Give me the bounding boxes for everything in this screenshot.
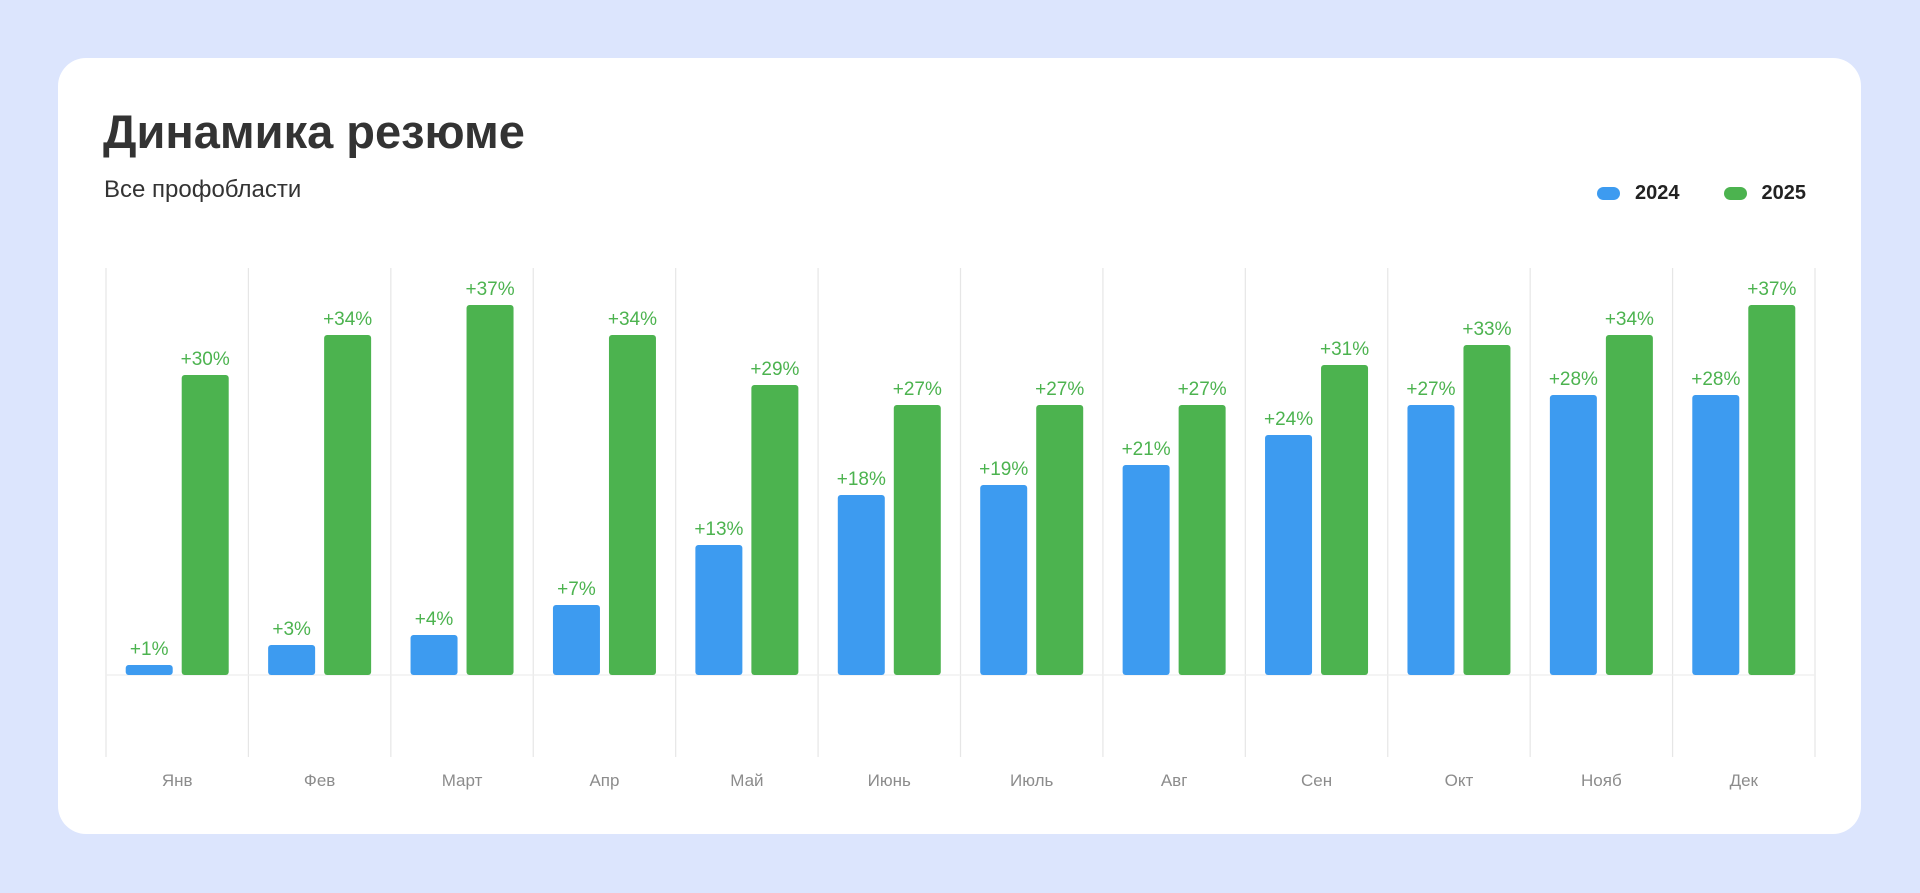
x-tick-label: Сен [1301,771,1332,790]
data-label-2024-7: +19% [979,459,1028,480]
x-tick-label: Авг [1161,771,1188,790]
x-tick-label: Янв [162,771,193,790]
data-label-2025-6: +27% [893,379,942,400]
data-label-2025-4: +34% [608,309,657,330]
chart-legend: 2024 2025 [1597,182,1806,205]
bar-2024-4 [552,605,600,675]
bar-2024-2 [268,645,316,675]
data-label-2024-3: +4% [415,609,454,630]
bar-2024-5 [695,545,743,675]
data-label-2024-11: +28% [1549,369,1598,390]
bar-2025-5 [751,385,799,675]
bar-2025-8 [1178,405,1226,675]
bar-2024-9 [1265,435,1313,675]
legend-label-2024: 2024 [1635,182,1680,204]
bar-2025-2 [324,335,372,675]
bar-2024-1 [125,665,173,675]
data-label-2024-6: +18% [837,469,886,490]
bar-2024-7 [980,485,1028,675]
data-label-2025-11: +34% [1605,309,1654,330]
data-label-2025-8: +27% [1178,379,1227,400]
data-label-2025-2: +34% [323,309,372,330]
data-label-2024-8: +21% [1122,439,1171,460]
chart-title: Динамика резюме [103,105,525,158]
x-tick-label: Март [442,771,483,790]
data-label-2025-7: +27% [1035,379,1084,400]
x-tick-label: Июль [1010,771,1054,790]
data-label-2024-9: +24% [1264,409,1313,430]
chart-subtitle: Все профобласти [104,176,302,203]
data-label-2024-10: +27% [1406,379,1455,400]
bar-2025-11 [1605,335,1653,675]
data-label-2025-1: +30% [181,349,230,370]
bar-2025-4 [608,335,656,675]
data-label-2024-1: +1% [130,639,169,660]
x-tick-label: Фев [304,771,335,790]
bar-2025-9 [1321,365,1369,675]
x-tick-label: Дек [1730,771,1759,790]
legend-label-2025: 2025 [1761,182,1807,204]
legend-item-2025[interactable]: 2025 [1723,182,1807,205]
bar-2024-11 [1549,395,1597,675]
x-tick-label: Нояб [1581,771,1622,790]
bar-2024-8 [1122,465,1170,675]
data-label-2024-12: +28% [1691,369,1740,390]
bar-2025-12 [1748,305,1796,675]
bar-2025-6 [893,405,941,675]
bar-2024-6 [837,495,885,675]
x-tick-label: Май [730,771,763,790]
x-tick-label: Апр [589,771,619,790]
data-label-2025-12: +37% [1747,279,1796,300]
x-tick-label: Окт [1445,771,1474,790]
bar-2025-3 [466,305,514,675]
legend-swatch-2025 [1723,187,1747,200]
data-label-2025-5: +29% [750,359,799,380]
data-label-2025-9: +31% [1320,339,1369,360]
bar-2024-10 [1407,405,1455,675]
bar-2024-12 [1692,395,1740,675]
data-label-2024-2: +3% [272,619,311,640]
x-tick-label: Июнь [868,771,911,790]
bar-2025-7 [1036,405,1084,675]
bar-2025-1 [181,375,229,675]
data-label-2024-5: +13% [694,519,743,540]
legend-swatch-2024 [1597,187,1620,200]
data-label-2025-3: +37% [465,279,514,300]
data-label-2024-4: +7% [557,579,596,600]
bar-2025-10 [1463,345,1511,675]
legend-item-2024[interactable]: 2024 [1597,182,1680,205]
data-label-2025-10: +33% [1462,319,1511,340]
bar-2024-3 [410,635,458,675]
